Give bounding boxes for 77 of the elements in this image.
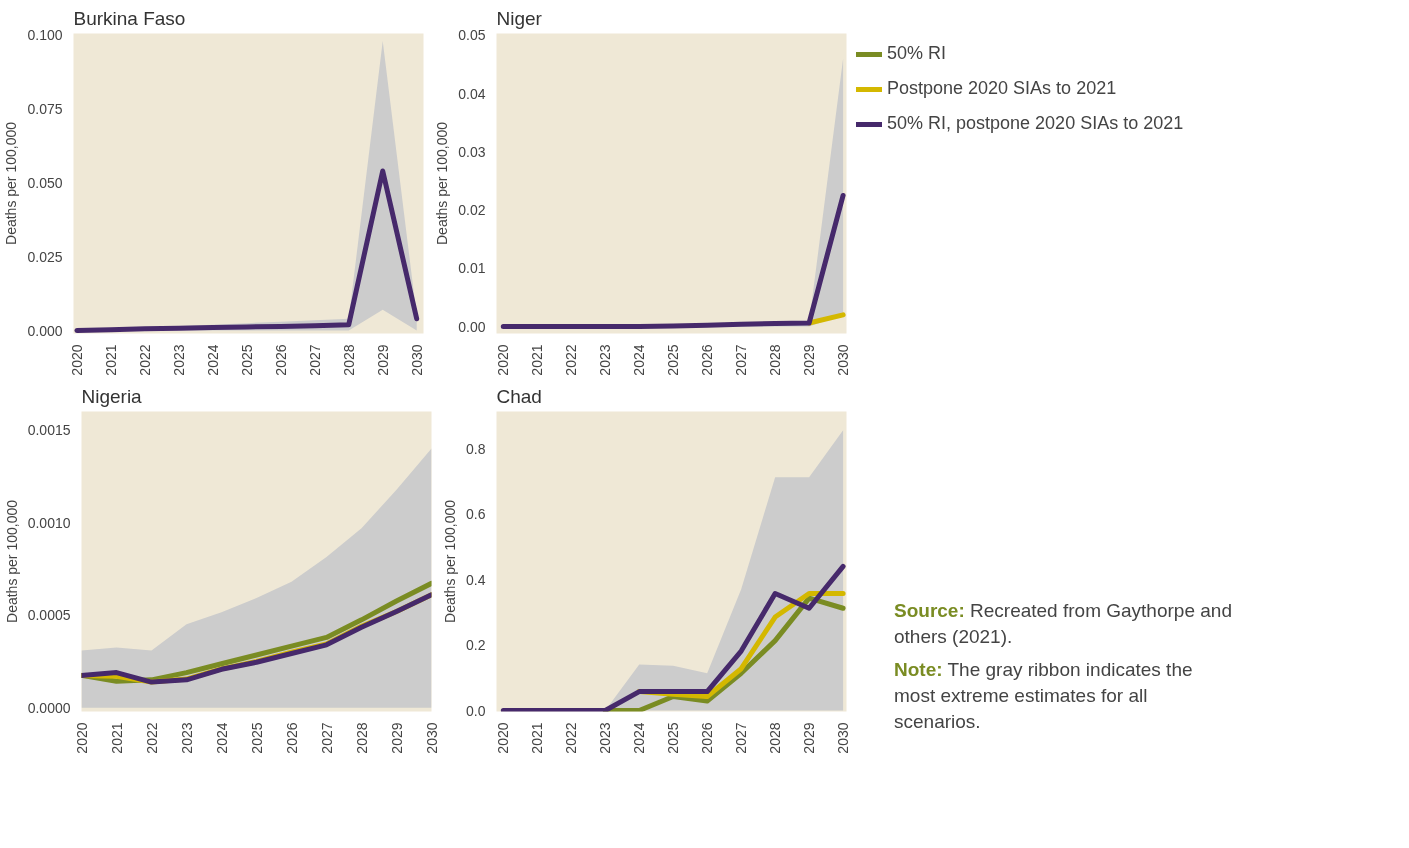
- x-tick-label: 2029: [388, 722, 405, 754]
- y-tick-label: 0.4: [466, 571, 486, 588]
- x-tick-label: 2025: [665, 344, 682, 376]
- x-tick-label: 2027: [318, 722, 335, 754]
- chart-title: Niger: [496, 7, 543, 29]
- x-tick-label: 2022: [563, 722, 580, 754]
- x-tick-label: 2021: [102, 344, 119, 376]
- x-tick-label: 2024: [631, 344, 648, 376]
- y-tick-label: 0.000: [27, 322, 63, 339]
- x-tick-label: 2023: [597, 344, 614, 376]
- x-tick-label: 2029: [801, 344, 818, 376]
- y-tick-label: 0.0010: [27, 514, 71, 531]
- x-tick-label: 2026: [699, 722, 716, 754]
- source-note: Source: Recreated from Gaythorpe and others (2021).: [894, 599, 1233, 649]
- x-tick-label: 2025: [238, 344, 255, 376]
- chart-title: Nigeria: [81, 385, 143, 407]
- x-tick-label: 2020: [68, 344, 85, 376]
- x-tick-label: 2026: [699, 344, 716, 376]
- x-tick-label: 2025: [248, 722, 265, 754]
- y-tick-label: 0.075: [27, 100, 63, 117]
- x-tick-label: 2030: [423, 722, 440, 754]
- x-tick-label: 2021: [529, 722, 546, 754]
- y-axis-title: Deaths per 100,000: [3, 499, 20, 623]
- y-tick-label: 0.8: [466, 441, 486, 458]
- x-tick-label: 2021: [529, 344, 546, 376]
- chart-title: Chad: [496, 385, 542, 407]
- y-tick-label: 0.0015: [27, 422, 71, 439]
- x-tick-label: 2026: [272, 344, 289, 376]
- chart-title: Burkina Faso: [73, 7, 186, 29]
- y-axis-title: Deaths per 100,000: [434, 121, 451, 245]
- y-axis-title: Deaths per 100,000: [3, 121, 20, 245]
- x-tick-label: 2023: [170, 344, 187, 376]
- x-tick-label: 2028: [767, 722, 784, 754]
- y-axis-title: Deaths per 100,000: [442, 499, 459, 623]
- x-tick-label: 2028: [767, 344, 784, 376]
- x-tick-label: 2027: [733, 722, 750, 754]
- x-tick-label: 2024: [213, 722, 230, 754]
- x-tick-label: 2030: [835, 344, 852, 376]
- x-tick-label: 2029: [801, 722, 818, 754]
- text: Note: The gray ribbon indicates the most extreme estimates for all scenarios.: [894, 658, 1194, 734]
- x-tick-label: 2022: [143, 722, 160, 754]
- y-tick-label: 0.01: [458, 260, 486, 277]
- x-tick-label: 2030: [408, 344, 425, 376]
- y-tick-label: 0.050: [27, 174, 63, 191]
- x-tick-label: 2029: [374, 344, 391, 376]
- x-tick-label: 2020: [495, 344, 512, 376]
- y-tick-label: 0.100: [27, 26, 63, 43]
- x-tick-label: 2030: [835, 722, 852, 754]
- y-tick-label: 0.00: [458, 318, 486, 335]
- x-tick-label: 2023: [597, 722, 614, 754]
- x-tick-label: 2020: [73, 722, 90, 754]
- y-tick-label: 0.2: [466, 637, 486, 654]
- y-tick-label: 0.02: [458, 202, 486, 218]
- x-tick-label: 2027: [306, 344, 323, 376]
- x-tick-label: 2028: [353, 722, 370, 754]
- y-tick-label: 0.0: [466, 702, 486, 719]
- legend-label: 50% RI, postpone 2020 SIAs to 2021: [887, 113, 1184, 134]
- x-tick-label: 2024: [204, 344, 221, 376]
- y-tick-label: 0.025: [27, 248, 63, 265]
- y-tick-label: 0.04: [458, 85, 486, 102]
- x-tick-label: 2021: [108, 722, 125, 754]
- x-tick-label: 2022: [136, 344, 153, 376]
- x-tick-label: 2022: [563, 344, 580, 376]
- x-tick-label: 2024: [631, 722, 648, 754]
- x-tick-label: 2027: [733, 344, 750, 376]
- y-tick-label: 0.05: [458, 27, 486, 44]
- x-tick-label: 2028: [340, 344, 357, 376]
- y-tick-label: 0.03: [458, 143, 486, 160]
- x-tick-label: 2020: [495, 722, 512, 754]
- legend-label: Postpone 2020 SIAs to 2021: [887, 78, 1117, 99]
- x-tick-label: 2025: [665, 722, 682, 754]
- y-tick-label: 0.6: [466, 506, 486, 523]
- y-tick-label: 0.0005: [27, 607, 71, 624]
- x-tick-label: 2023: [178, 722, 195, 754]
- legend-label: 50% RI: [887, 43, 947, 64]
- y-tick-label: 0.0000: [27, 699, 71, 716]
- x-tick-label: 2026: [283, 722, 300, 754]
